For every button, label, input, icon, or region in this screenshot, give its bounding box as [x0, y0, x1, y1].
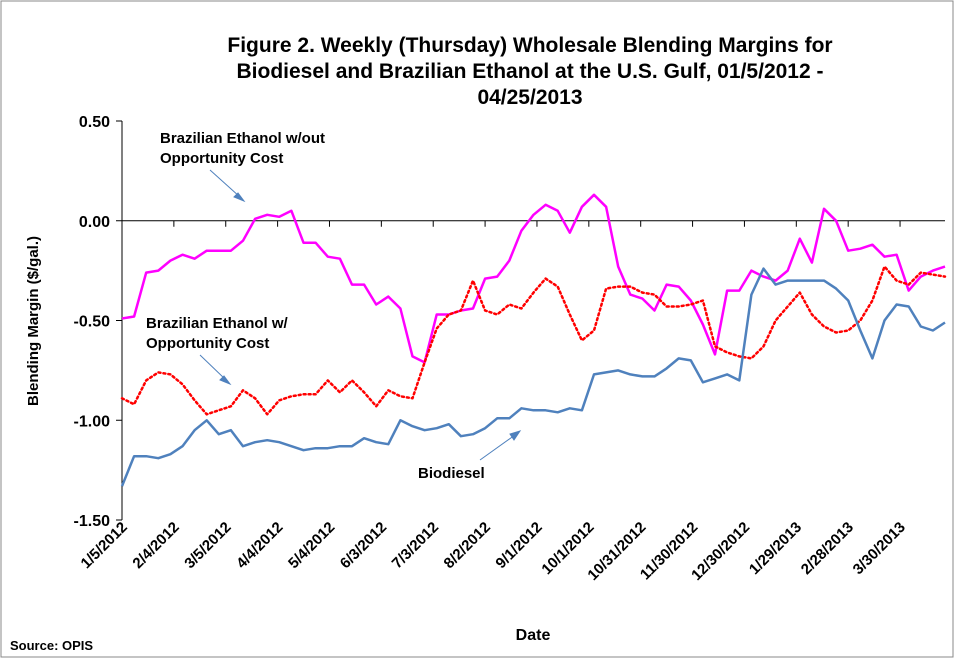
- chart-title: Figure 2. Weekly (Thursday) Wholesale Bl…: [227, 34, 832, 57]
- y-tick-label: -0.50: [74, 314, 111, 331]
- annotation: Brazilian Ethanol w/out: [160, 130, 325, 147]
- annotation: Opportunity Cost: [160, 150, 283, 167]
- y-tick-label: 0.50: [79, 114, 110, 131]
- y-axis-label: Blending Margin ($/gal.): [25, 236, 42, 406]
- x-axis-label: Date: [516, 627, 551, 644]
- annotation-arrows: [199, 169, 522, 461]
- line-series: [120, 267, 946, 487]
- source-note: Source: OPIS: [10, 638, 93, 653]
- line-series: [121, 193, 946, 364]
- y-tick-label: 0.00: [79, 214, 110, 231]
- chart-title: Biodiesel and Brazilian Ethanol at the U…: [237, 60, 824, 83]
- annotation: Brazilian Ethanol w/: [146, 315, 289, 332]
- annotation: Biodiesel: [418, 465, 485, 482]
- y-tick-label: -1.50: [74, 513, 111, 530]
- line-series: [120, 265, 947, 416]
- chart-title: 04/25/2013: [477, 86, 582, 109]
- y-tick-label: -1.00: [74, 413, 111, 430]
- annotation: Opportunity Cost: [146, 335, 269, 352]
